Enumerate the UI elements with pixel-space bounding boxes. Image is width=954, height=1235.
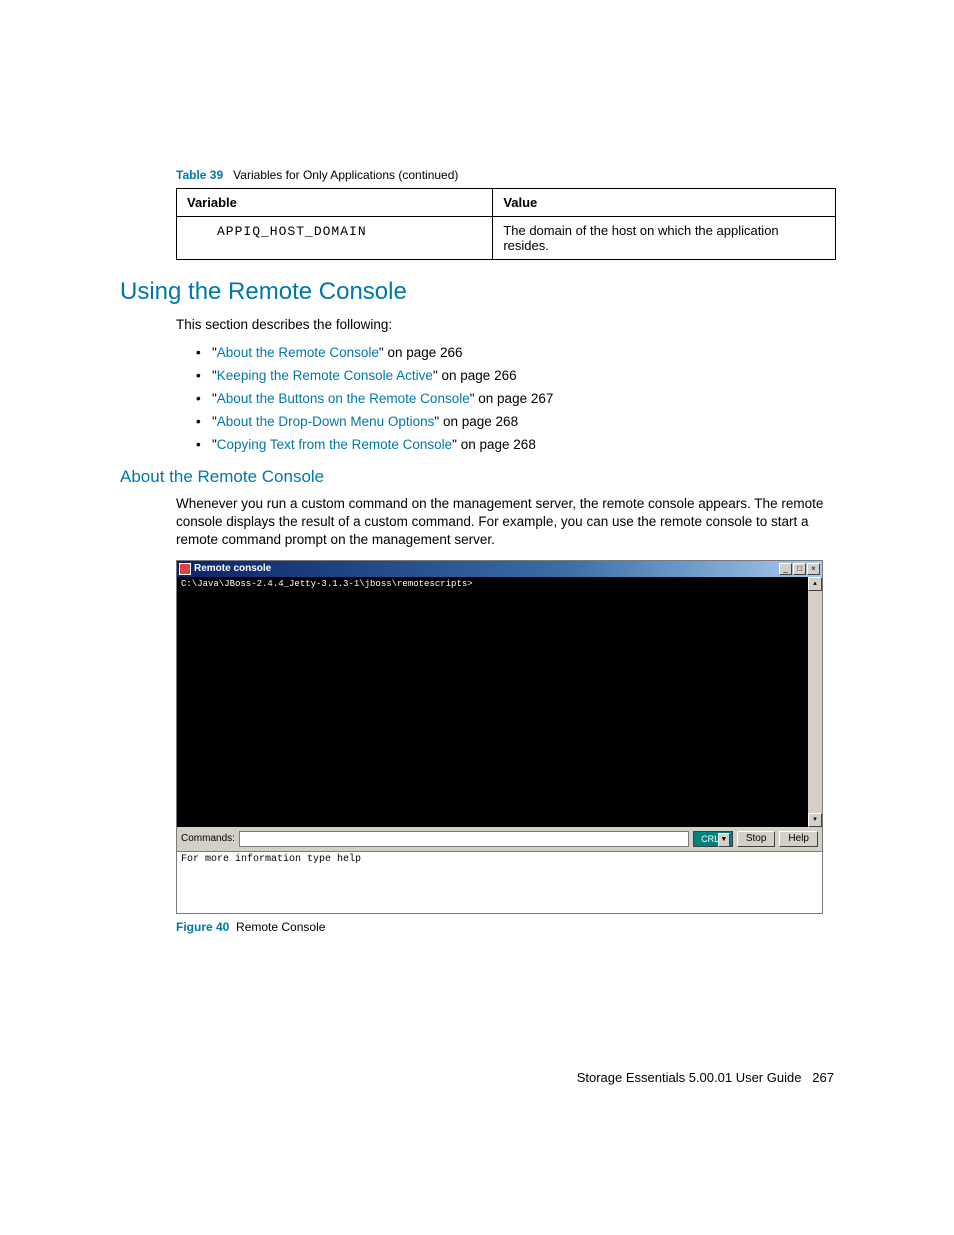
table-row: APPIQ_HOST_DOMAIN The domain of the host… — [177, 217, 836, 260]
col-header-variable: Variable — [177, 189, 493, 217]
table-caption: Table 39 Variables for Only Applications… — [120, 168, 834, 182]
body-paragraph: Whenever you run a custom command on the… — [176, 495, 834, 550]
list-item: "Keeping the Remote Console Active" on p… — [196, 365, 834, 388]
figure-caption: Figure 40 Remote Console — [176, 920, 834, 934]
list-item: "Copying Text from the Remote Console" o… — [196, 434, 834, 457]
list-item: "About the Drop-Down Menu Options" on pa… — [196, 411, 834, 434]
section-heading: Using the Remote Console — [120, 278, 834, 306]
maximize-button[interactable]: □ — [793, 563, 806, 575]
terminal-prompt: C:\Java\JBoss-2.4.4_Jetty-3.1.3-1\jboss\… — [177, 577, 808, 591]
remote-console-window: Remote console _ □ × C:\Java\JBoss-2.4.4… — [176, 560, 823, 914]
intro-text: This section describes the following: — [176, 316, 834, 334]
terminal-area: C:\Java\JBoss-2.4.4_Jetty-3.1.3-1\jboss\… — [177, 577, 822, 827]
output-area: For more information type help — [177, 851, 822, 913]
help-button[interactable]: Help — [779, 831, 818, 847]
footer-text: Storage Essentials 5.00.01 User Guide — [577, 1070, 802, 1085]
variables-table: Variable Value APPIQ_HOST_DOMAIN The dom… — [176, 188, 836, 260]
scroll-up-button[interactable]: ▴ — [808, 577, 822, 591]
commands-label: Commands: — [181, 833, 235, 844]
xref-link[interactable]: About the Drop-Down Menu Options — [217, 414, 435, 429]
table-header-row: Variable Value — [177, 189, 836, 217]
window-title: Remote console — [194, 563, 271, 574]
xref-link[interactable]: About the Buttons on the Remote Console — [217, 391, 470, 406]
cell-variable: APPIQ_HOST_DOMAIN — [177, 217, 493, 260]
xref-link[interactable]: About the Remote Console — [217, 345, 379, 360]
scroll-down-button[interactable]: ▾ — [808, 813, 822, 827]
link-list: "About the Remote Console" on page 266 "… — [196, 342, 834, 457]
cell-value: The domain of the host on which the appl… — [493, 217, 836, 260]
app-icon — [179, 563, 191, 575]
list-item: "About the Buttons on the Remote Console… — [196, 388, 834, 411]
xref-link[interactable]: Copying Text from the Remote Console — [217, 437, 452, 452]
command-input[interactable] — [239, 831, 689, 847]
titlebar: Remote console _ □ × — [177, 561, 822, 577]
figure-text: Remote Console — [236, 920, 325, 934]
command-row: Commands: CRLF Stop Help — [177, 827, 822, 851]
subsection-heading: About the Remote Console — [120, 467, 834, 487]
list-item: "About the Remote Console" on page 266 — [196, 342, 834, 365]
lineend-select[interactable]: CRLF — [693, 831, 733, 847]
col-header-value: Value — [493, 189, 836, 217]
table-label: Table 39 — [176, 168, 223, 182]
table-caption-text: Variables for Only Applications (continu… — [233, 168, 458, 182]
page-footer: Storage Essentials 5.00.01 User Guide 26… — [577, 1070, 834, 1085]
figure-label: Figure 40 — [176, 920, 229, 934]
xref-link[interactable]: Keeping the Remote Console Active — [217, 368, 433, 383]
stop-button[interactable]: Stop — [737, 831, 776, 847]
footer-page: 267 — [812, 1070, 834, 1085]
minimize-button[interactable]: _ — [779, 563, 792, 575]
close-button[interactable]: × — [807, 563, 820, 575]
